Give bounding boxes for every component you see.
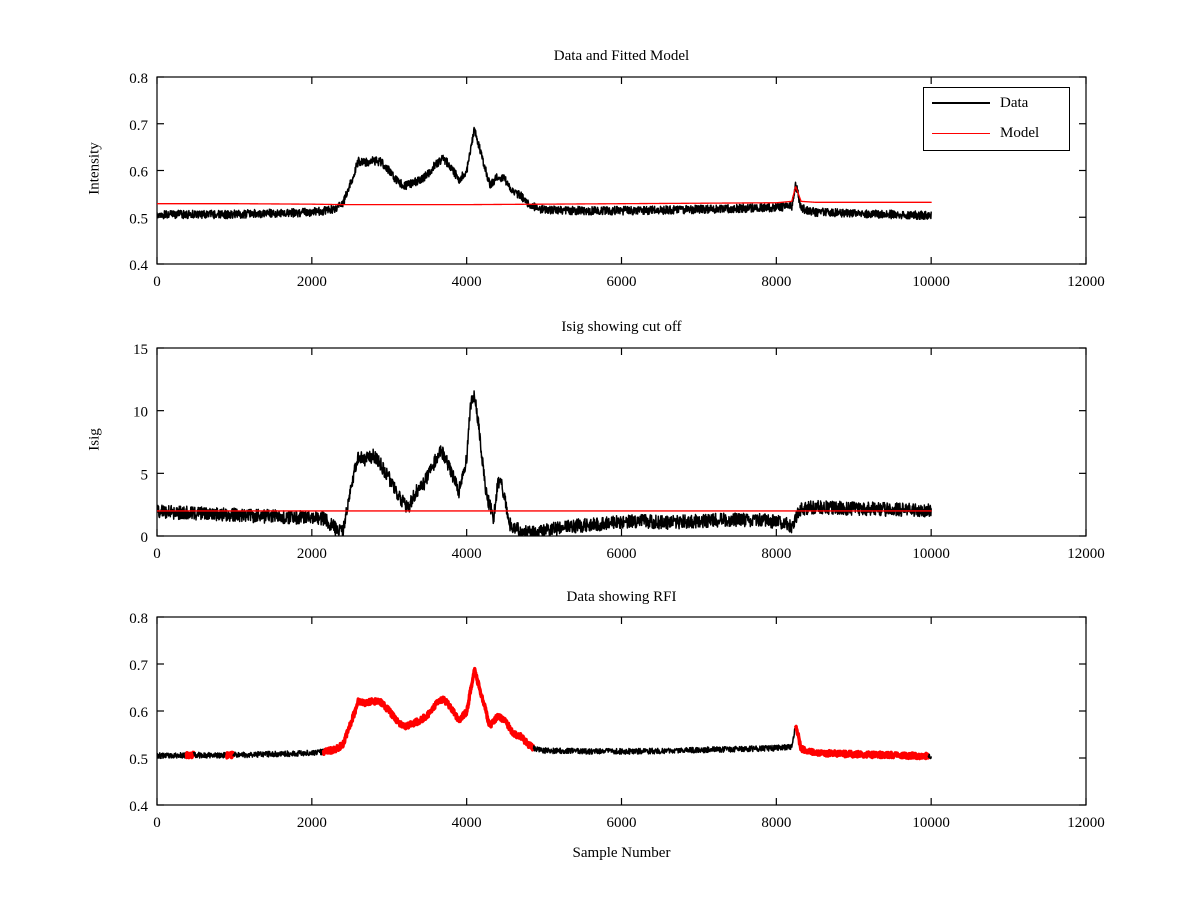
y-tick-label: 0.7 (129, 118, 148, 134)
y-tick-label: 0.7 (129, 658, 148, 674)
rfi-flagged-segment (794, 724, 931, 761)
data-trace-segment (192, 751, 228, 759)
x-tick-label: 8000 (761, 546, 791, 562)
rfi-flagged-segment (184, 750, 196, 760)
x-tick-label: 6000 (607, 546, 637, 562)
x-tick-label: 0 (153, 274, 161, 290)
x-tick-label: 4000 (452, 274, 482, 290)
legend-line-data (932, 102, 990, 104)
x-tick-label: 2000 (297, 274, 327, 290)
x-tick-label: 0 (153, 546, 161, 562)
y-tick-label: 15 (133, 342, 148, 358)
series-model (157, 186, 932, 206)
x-tick-label: 10000 (912, 815, 950, 831)
series-isig (157, 390, 932, 536)
rfi-flagged-segment (321, 666, 536, 756)
y-axis-label-1: Isig (86, 428, 103, 451)
x-tick-label: 12000 (1067, 815, 1105, 831)
legend-entry-data: Data (924, 88, 1069, 118)
y-tick-label: 0.6 (129, 165, 148, 181)
x-tick-label: 6000 (607, 815, 637, 831)
y-axis-label-0: Intensity (86, 141, 103, 195)
y-tick-label: 0.8 (129, 71, 148, 87)
legend-label-model: Model (1000, 124, 1040, 141)
x-tick-label: 0 (153, 815, 161, 831)
x-tick-label: 10000 (912, 274, 950, 290)
data-trace-segment (927, 753, 932, 760)
data-trace-segment (532, 726, 797, 755)
y-tick-label: 0.5 (129, 211, 148, 227)
y-tick-label: 0 (141, 530, 149, 546)
legend-label-data: Data (1000, 94, 1029, 111)
y-tick-label: 0.4 (129, 799, 148, 815)
x-tick-label: 2000 (297, 546, 327, 562)
y-tick-label: 0.6 (129, 705, 148, 721)
x-tick-label: 4000 (452, 815, 482, 831)
data-trace-segment (232, 748, 325, 759)
x-tick-label: 6000 (607, 274, 637, 290)
y-tick-label: 5 (141, 467, 149, 483)
x-tick-label: 12000 (1067, 274, 1105, 290)
y-tick-label: 0.4 (129, 258, 148, 274)
y-tick-label: 0.5 (129, 752, 148, 768)
rfi-flagged-segment (224, 750, 235, 760)
series-data (157, 126, 932, 221)
x-tick-label: 12000 (1067, 546, 1105, 562)
x-tick-label: 8000 (761, 815, 791, 831)
legend-line-model (932, 132, 990, 134)
data-trace-segment (157, 751, 188, 760)
y-tick-label: 10 (133, 405, 148, 421)
x-tick-label: 2000 (297, 815, 327, 831)
legend-entry-model: Model (924, 118, 1069, 148)
x-axis-label: Sample Number (572, 845, 671, 861)
y-tick-label: 0.8 (129, 611, 148, 627)
x-tick-label: 8000 (761, 274, 791, 290)
subplot-title-0: Data and Fitted Model (553, 48, 690, 64)
subplot-title-1: Isig showing cut off (561, 319, 682, 335)
subplot-title-2: Data showing RFI (566, 589, 677, 605)
x-tick-label: 10000 (912, 546, 950, 562)
legend: Data Model (923, 87, 1070, 151)
x-tick-label: 4000 (452, 546, 482, 562)
